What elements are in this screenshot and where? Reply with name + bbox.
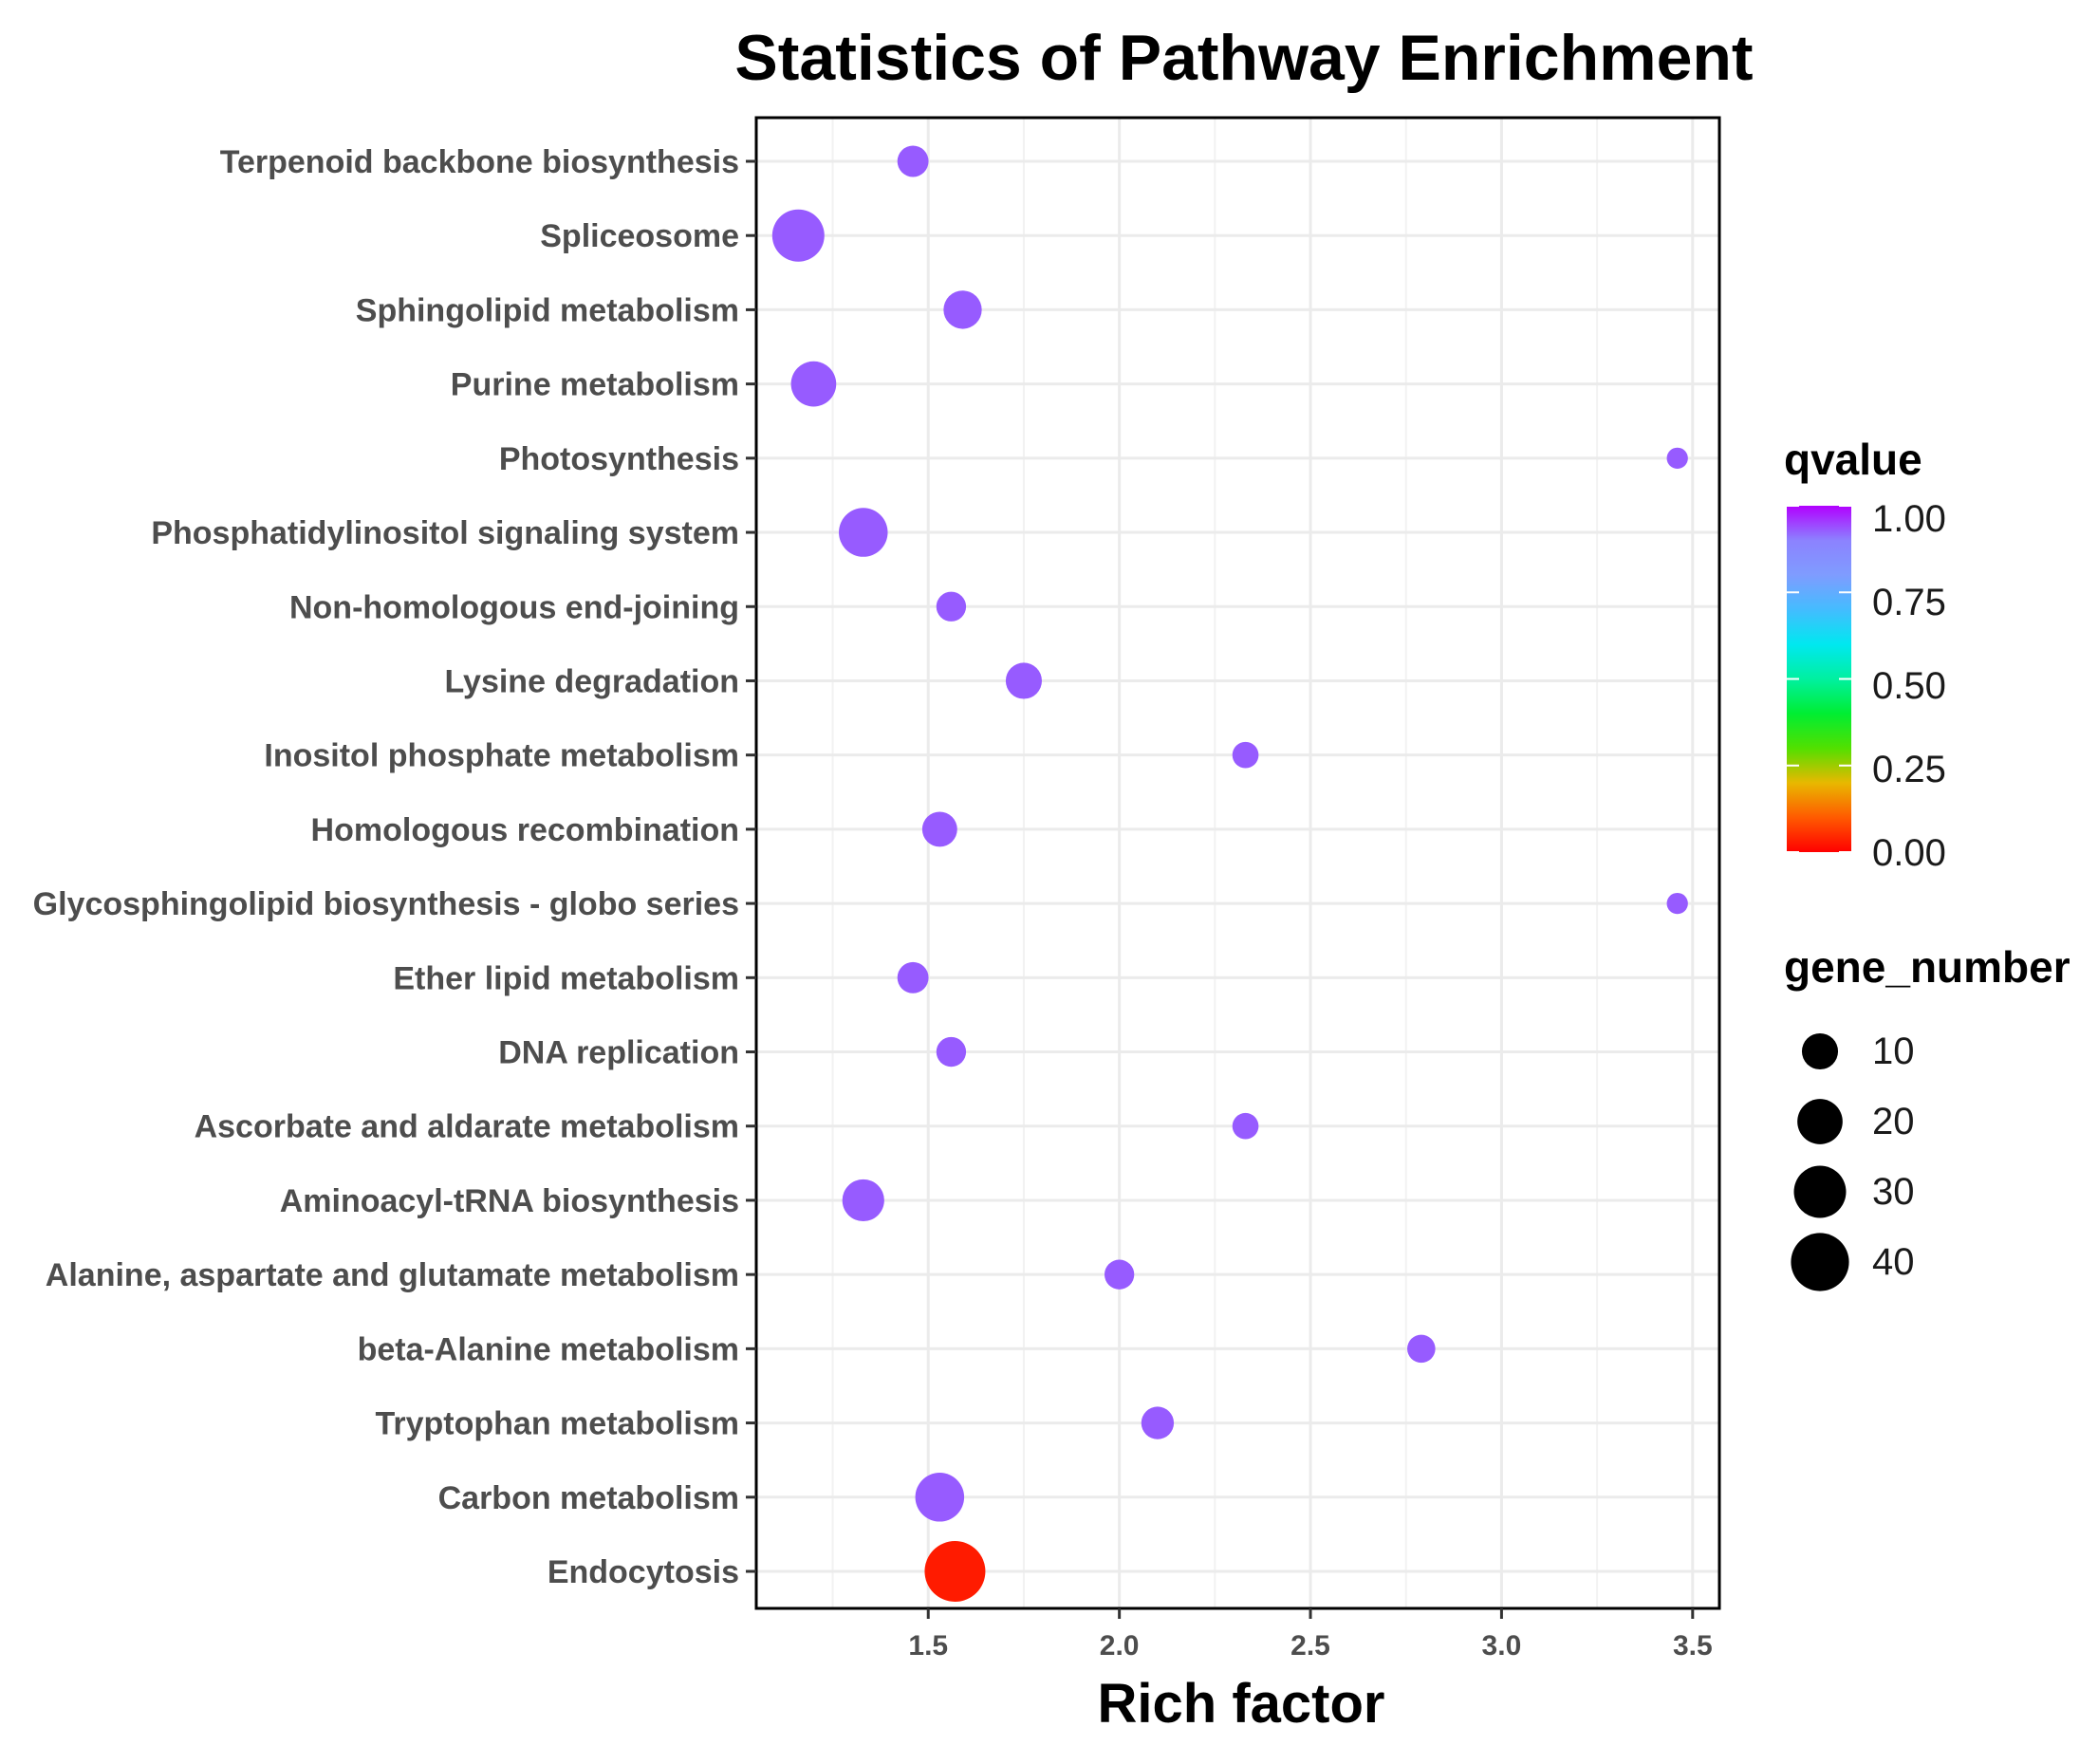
- point-endocytosis: [924, 1541, 986, 1602]
- gene-number-legend-keys: [1791, 1032, 1849, 1291]
- y-tick-label-phosphatidylinositol-signaling-system: Phosphatidylinositol signaling system: [151, 515, 739, 551]
- point-alanine-aspartate-and-glutamate-metabolism: [1104, 1259, 1135, 1290]
- gene-number-legend-title: gene_number: [1784, 942, 2070, 992]
- plot-panel-border: [754, 116, 1721, 1610]
- y-tick-label-homologous-recombination: Homologous recombination: [311, 812, 739, 848]
- x-axis-label: Rich factor: [1098, 1673, 1385, 1735]
- point-lysine-degradation: [1005, 662, 1042, 699]
- y-tick-label-sphingolipid-metabolism: Sphingolipid metabolism: [356, 292, 739, 328]
- gene-number-legend: gene_number 10 20 30 40: [1784, 942, 2070, 1291]
- point-inositol-phosphate-metabolism: [1232, 741, 1259, 769]
- point-tryptophan-metabolism: [1141, 1406, 1175, 1439]
- x-tick-label-4: 3.5: [1673, 1630, 1713, 1662]
- grid-lines: [756, 118, 1719, 1608]
- gene-number-key-40: [1791, 1233, 1849, 1291]
- y-tick-label-beta-alanine-metabolism: beta-Alanine metabolism: [358, 1331, 739, 1367]
- gene-number-key-30: [1793, 1165, 1847, 1218]
- gene-number-key-20: [1797, 1099, 1843, 1144]
- qvalue-legend: qvalue 1.00 0.75 0.50 0.25 0.00: [1784, 435, 1946, 874]
- y-tick-label-ascorbate-and-aldarate-metabolism: Ascorbate and aldarate metabolism: [195, 1109, 739, 1145]
- data-points: [771, 145, 1688, 1602]
- x-tick-label-3: 3.0: [1482, 1630, 1522, 1662]
- gene-number-label-10: 10: [1872, 1031, 1915, 1072]
- y-tick-label-lysine-degradation: Lysine degradation: [445, 663, 739, 699]
- gene-number-label-20: 20: [1872, 1101, 1915, 1142]
- point-ether-lipid-metabolism: [897, 961, 929, 993]
- x-axis: 1.5 2.0 2.5 3.0 3.5: [908, 1608, 1713, 1662]
- gene-number-label-30: 30: [1872, 1171, 1915, 1213]
- y-tick-label-inositol-phosphate-metabolism: Inositol phosphate metabolism: [264, 738, 739, 774]
- point-photosynthesis: [1666, 447, 1688, 469]
- qvalue-label-0-50: 0.50: [1872, 665, 1946, 707]
- gene-number-key-10: [1801, 1032, 1839, 1070]
- y-tick-label-carbon-metabolism: Carbon metabolism: [438, 1480, 739, 1516]
- y-tick-label-alanine-aspartate-and-glutamate-metabolism: Alanine, aspartate and glutamate metabol…: [46, 1257, 739, 1293]
- y-axis: Terpenoid backbone biosynthesis Spliceoso…: [33, 144, 756, 1590]
- y-tick-label-terpenoid-backbone-biosynthesis: Terpenoid backbone biosynthesis: [220, 144, 739, 180]
- y-tick-label-photosynthesis: Photosynthesis: [499, 441, 739, 477]
- y-tick-label-glycosphingolipid-biosynthesis-globo-series: Glycosphingolipid biosynthesis - globo s…: [33, 886, 739, 922]
- y-tick-label-non-homologous-end-joining: Non-homologous end-joining: [289, 589, 739, 625]
- point-dna-replication: [936, 1036, 967, 1068]
- y-tick-label-purine-metabolism: Purine metabolism: [451, 367, 739, 403]
- point-spliceosome: [771, 209, 825, 262]
- qvalue-colorbar-ticks: [1787, 505, 1851, 853]
- qvalue-label-0-25: 0.25: [1872, 749, 1946, 790]
- point-aminoacyl-trna-biosynthesis: [842, 1179, 884, 1222]
- chart-title: Statistics of Pathway Enrichment: [734, 22, 1753, 94]
- point-terpenoid-backbone-biosynthesis: [897, 145, 929, 177]
- point-ascorbate-and-aldarate-metabolism: [1232, 1112, 1259, 1140]
- y-tick-label-ether-lipid-metabolism: Ether lipid metabolism: [393, 960, 739, 996]
- point-phosphatidylinositol-signaling-system: [839, 508, 888, 557]
- point-carbon-metabolism: [915, 1473, 965, 1522]
- x-tick-label-0: 1.5: [908, 1630, 948, 1662]
- y-tick-label-tryptophan-metabolism: Tryptophan metabolism: [376, 1406, 740, 1442]
- plot-panel: [756, 118, 1719, 1608]
- point-non-homologous-end-joining: [936, 591, 967, 622]
- point-purine-metabolism: [790, 361, 837, 407]
- y-tick-label-dna-replication: DNA replication: [498, 1035, 739, 1071]
- qvalue-label-0-75: 0.75: [1872, 582, 1946, 623]
- qvalue-label-0-00: 0.00: [1872, 832, 1946, 874]
- y-tick-label-aminoacyl-trna-biosynthesis: Aminoacyl-tRNA biosynthesis: [280, 1183, 739, 1219]
- point-homologous-recombination: [921, 811, 957, 847]
- qvalue-legend-title: qvalue: [1784, 435, 1922, 484]
- y-tick-label-spliceosome: Spliceosome: [540, 218, 739, 254]
- point-beta-alanine-metabolism: [1407, 1334, 1436, 1364]
- y-tick-label-endocytosis: Endocytosis: [548, 1554, 739, 1590]
- x-tick-label-1: 2.0: [1100, 1630, 1140, 1662]
- gene-number-label-40: 40: [1872, 1241, 1915, 1283]
- qvalue-label-1-00: 1.00: [1872, 498, 1946, 540]
- x-tick-label-2: 2.5: [1290, 1630, 1330, 1662]
- point-glycosphingolipid-biosynthesis-globo-series: [1666, 892, 1688, 915]
- point-sphingolipid-metabolism: [943, 290, 982, 329]
